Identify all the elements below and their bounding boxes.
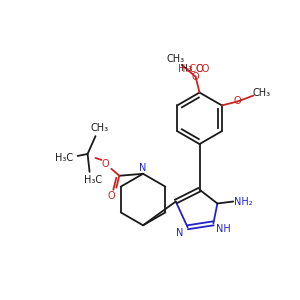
Text: CH₃: CH₃ (167, 54, 185, 64)
Text: 3: 3 (188, 66, 192, 72)
Text: O: O (234, 97, 242, 106)
Text: H₃CO: H₃CO (178, 64, 203, 74)
Text: CH₃: CH₃ (252, 88, 271, 98)
Text: H₃C: H₃C (85, 175, 103, 185)
Text: O: O (107, 190, 115, 201)
Text: O: O (102, 159, 109, 169)
Text: N: N (176, 228, 183, 238)
Text: H: H (180, 64, 187, 73)
Text: CO: CO (196, 64, 210, 74)
Text: O: O (192, 72, 200, 82)
Text: CH₃: CH₃ (90, 123, 109, 133)
Text: H₃C: H₃C (55, 153, 73, 163)
Text: NH₂: NH₂ (234, 196, 252, 206)
Text: NH: NH (216, 224, 231, 234)
Text: N: N (140, 163, 147, 173)
